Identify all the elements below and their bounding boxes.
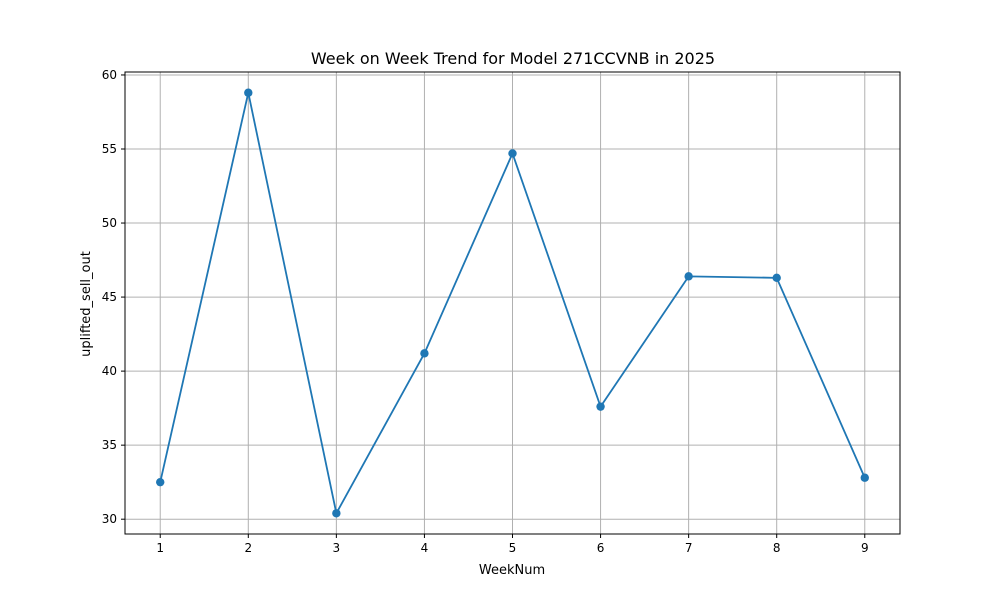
- data-point: [772, 273, 781, 283]
- x-tick-label: 4: [421, 541, 429, 555]
- y-axis-label: uplifted_sell_out: [79, 251, 94, 357]
- x-tick-label: 5: [509, 541, 517, 555]
- data-point: [420, 349, 429, 358]
- data-point: [860, 473, 869, 482]
- x-tick-label: 6: [597, 541, 605, 555]
- y-tick-label: 35: [102, 438, 117, 452]
- chart-title: Week on Week Trend for Model 271CCVNB in…: [311, 49, 715, 68]
- x-tick-label: 7: [685, 541, 693, 555]
- data-point: [596, 402, 605, 411]
- y-tick-label: 40: [102, 364, 117, 378]
- data-point: [684, 272, 693, 281]
- y-tick-label: 50: [102, 216, 117, 230]
- x-tick-label: 9: [861, 541, 869, 555]
- y-tick-label: 55: [102, 142, 117, 156]
- y-tick-label: 30: [102, 512, 117, 526]
- data-point: [332, 509, 341, 518]
- y-tick-label: 45: [102, 290, 117, 304]
- data-point: [244, 88, 253, 97]
- x-tick-label: 8: [773, 541, 781, 555]
- data-point: [508, 149, 517, 158]
- data-series: [156, 88, 869, 518]
- x-tick-label: 2: [244, 541, 252, 555]
- x-tick-label: 3: [333, 541, 341, 555]
- x-axis-label: WeekNum: [479, 563, 545, 578]
- grid-lines: [125, 72, 900, 534]
- data-point: [156, 477, 165, 487]
- y-tick-label: 60: [102, 68, 117, 82]
- plot-frame: [124, 71, 901, 535]
- x-tick-label: 1: [156, 541, 164, 555]
